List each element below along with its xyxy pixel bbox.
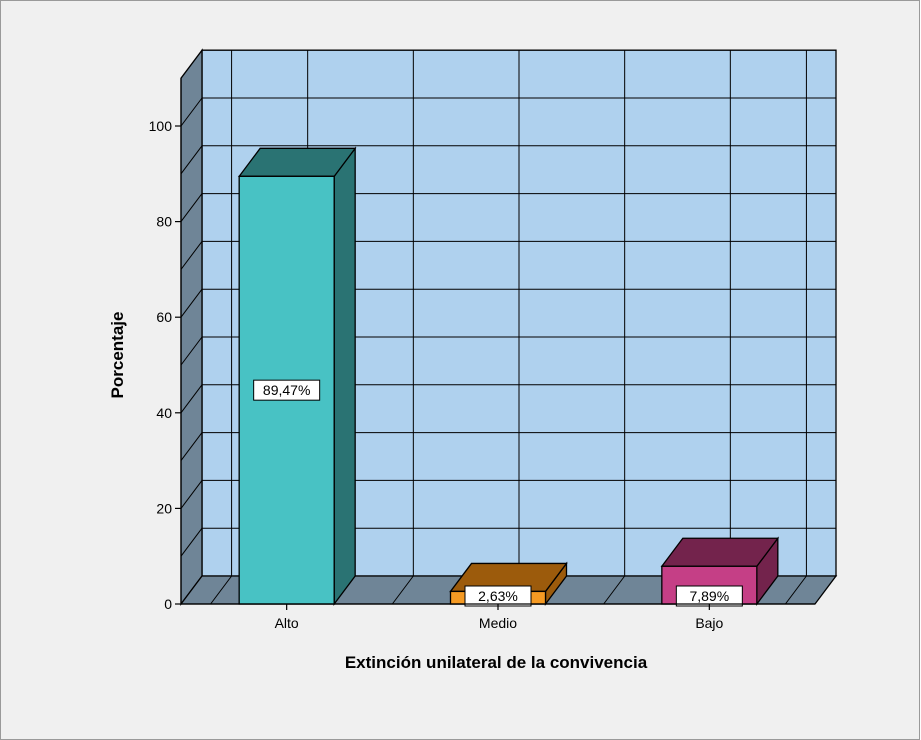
y-axis: 0 20 40 60 80 100 <box>149 78 182 612</box>
side-wall <box>180 48 203 606</box>
gridline <box>180 288 203 318</box>
gridline <box>180 193 203 222</box>
y-axis-label: Porcentaje <box>108 312 127 399</box>
gridline <box>180 384 203 414</box>
floor-line <box>210 575 232 605</box>
floor-line <box>391 575 414 605</box>
y-tick-label: 60 <box>156 309 172 325</box>
x-tick-label: Medio <box>479 615 517 631</box>
gridline <box>180 145 203 175</box>
y-tick-label: 80 <box>156 214 172 230</box>
floor-line <box>603 575 626 605</box>
floor-line <box>785 575 807 605</box>
gridline <box>180 241 203 270</box>
x-tick-label: Bajo <box>695 615 723 631</box>
bar: 89,47% <box>237 146 357 606</box>
gridline <box>180 97 203 127</box>
bar: 2,63% <box>449 561 568 607</box>
gridline <box>180 527 203 557</box>
data-label: 2,63% <box>478 588 518 604</box>
y-tick-label: 100 <box>149 118 173 134</box>
x-axis-label: Extinción unilateral de la convivencia <box>345 653 648 672</box>
data-label: 7,89% <box>689 588 729 604</box>
bar-side <box>333 146 356 606</box>
bars: 89,47% 2,63% 7,89% <box>237 146 780 607</box>
y-tick-label: 0 <box>164 596 172 612</box>
data-label-box <box>253 379 321 401</box>
x-axis: Alto Medio Bajo <box>181 603 815 631</box>
data-label: 89,47% <box>263 382 310 398</box>
bar-top <box>237 147 357 177</box>
gridline <box>180 432 203 461</box>
gridline <box>180 480 203 509</box>
bar: 7,89% <box>660 536 780 607</box>
y-tick-label: 20 <box>156 500 172 516</box>
y-tick-label: 40 <box>156 405 172 421</box>
gridline <box>180 336 203 366</box>
x-tick-label: Alto <box>275 615 299 631</box>
bar-top <box>660 537 780 567</box>
